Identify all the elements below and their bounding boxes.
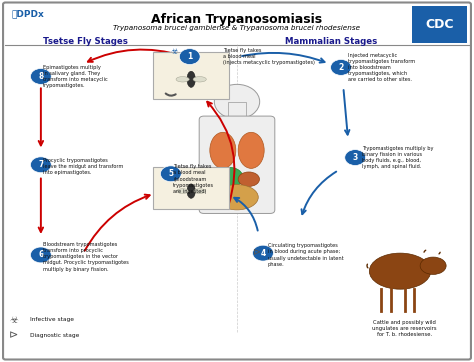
Ellipse shape: [187, 71, 195, 87]
Ellipse shape: [210, 132, 236, 168]
Text: Tsetse Fly Stages: Tsetse Fly Stages: [43, 37, 128, 46]
Text: Tsetse fly takes
a blood meal
(bloodstream
trypomastigotes
are ingested): Tsetse fly takes a blood meal (bloodstre…: [173, 164, 214, 194]
FancyBboxPatch shape: [153, 167, 229, 209]
Text: 6: 6: [38, 251, 44, 260]
Text: Diagnostic stage: Diagnostic stage: [30, 333, 79, 338]
Text: ⊳: ⊳: [253, 246, 261, 256]
Circle shape: [30, 247, 51, 263]
FancyArrowPatch shape: [166, 93, 176, 96]
Text: 5: 5: [168, 169, 173, 178]
Text: Mammalian Stages: Mammalian Stages: [285, 37, 378, 46]
Ellipse shape: [420, 257, 446, 274]
Text: Trypomastigotes multiply by
binary fission in various
body fluids, e.g., blood,
: Trypomastigotes multiply by binary fissi…: [362, 146, 434, 169]
FancyBboxPatch shape: [153, 52, 229, 99]
Ellipse shape: [187, 184, 195, 198]
Ellipse shape: [216, 185, 258, 210]
Circle shape: [214, 84, 260, 119]
Circle shape: [160, 166, 181, 182]
Text: Bloodstream trypomastigotes
transform into procyclic
trypomastigotes in the vect: Bloodstream trypomastigotes transform in…: [43, 242, 129, 272]
Circle shape: [330, 59, 351, 75]
Text: ⊳: ⊳: [9, 331, 18, 340]
Text: 3: 3: [353, 153, 358, 162]
Ellipse shape: [194, 189, 206, 193]
Text: 1: 1: [187, 52, 192, 61]
Text: ☣: ☣: [171, 47, 178, 56]
Ellipse shape: [193, 77, 206, 82]
Text: CDC: CDC: [425, 18, 454, 31]
Text: Infective stage: Infective stage: [30, 317, 74, 322]
FancyBboxPatch shape: [228, 102, 246, 122]
Text: 2: 2: [338, 63, 344, 72]
Circle shape: [179, 49, 200, 64]
FancyBboxPatch shape: [412, 6, 467, 43]
Ellipse shape: [238, 132, 264, 168]
Ellipse shape: [369, 253, 431, 289]
Ellipse shape: [238, 172, 259, 186]
Text: Circulating trypomastigotes
in blood during acute phase;
usually undetectable in: Circulating trypomastigotes in blood dur…: [268, 243, 343, 267]
Text: African Trypanosomiasis: African Trypanosomiasis: [151, 13, 323, 26]
Text: Procyclic trypomastigotes
leave the midgut and transform
into epimastigotes.: Procyclic trypomastigotes leave the midg…: [43, 158, 124, 175]
Ellipse shape: [217, 168, 243, 187]
Text: 4: 4: [260, 249, 265, 258]
FancyBboxPatch shape: [3, 3, 471, 359]
Text: Trypanosoma brucei gambiense & Trypanosoma brucei rhodesiense: Trypanosoma brucei gambiense & Trypanoso…: [113, 25, 361, 31]
Text: Epimastigotes multiply
in salivary gland. They
transform into metacyclic
trypoma: Epimastigotes multiply in salivary gland…: [43, 65, 108, 88]
Circle shape: [30, 68, 51, 84]
Text: 7: 7: [38, 160, 44, 169]
Text: ⓘDPDx: ⓘDPDx: [11, 10, 44, 19]
Circle shape: [30, 157, 51, 173]
Text: 8: 8: [38, 72, 44, 81]
Circle shape: [253, 245, 273, 261]
Text: Injected metacyclic
trypomastigotes transform
into bloodstream
trypomastigotes, : Injected metacyclic trypomastigotes tran…: [348, 52, 415, 82]
Text: Cattle and possibly wild
ungulates are reservoirs
for T. b. rhodesiense.: Cattle and possibly wild ungulates are r…: [373, 320, 437, 337]
Text: ☣: ☣: [9, 315, 18, 325]
Text: Tsetse fly takes
a blood meal
(injects metacyclic trypomastigotes): Tsetse fly takes a blood meal (injects m…: [223, 48, 315, 65]
FancyBboxPatch shape: [199, 116, 275, 214]
Circle shape: [345, 150, 365, 165]
Ellipse shape: [177, 189, 189, 193]
Ellipse shape: [176, 77, 189, 82]
